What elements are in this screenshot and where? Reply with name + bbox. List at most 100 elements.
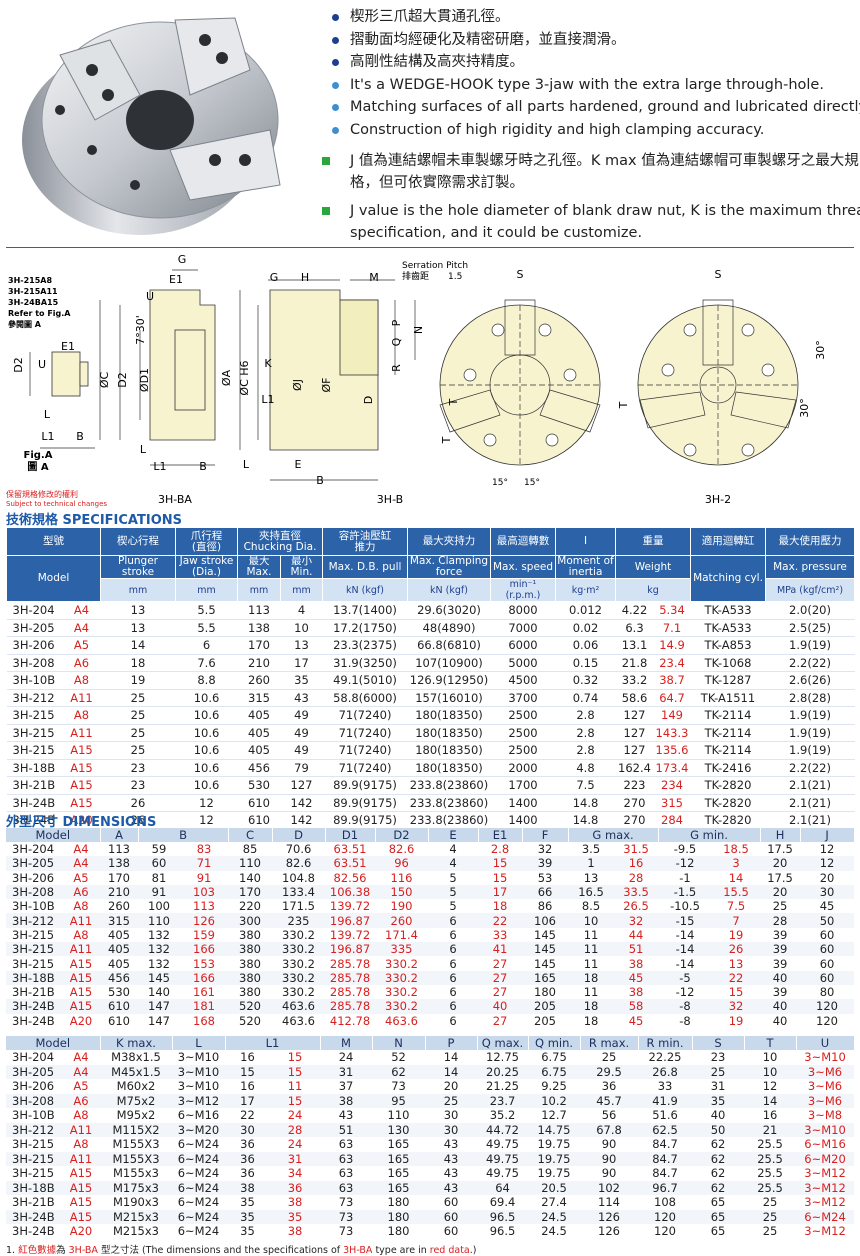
data-row: 3H-215 A15 405 132 153 380 330.2 285.78 330.2 6 27… — [6, 956, 854, 970]
cell: 3H-24B — [12, 1224, 55, 1239]
cell: -8 — [679, 1013, 691, 1028]
dimension-label: Refer to Fig.A — [8, 309, 71, 318]
cell: 84.7 — [652, 1166, 678, 1181]
cell: 19 — [728, 1013, 744, 1028]
cell: 4.22 — [615, 601, 654, 620]
header-cell: 最小 Min. — [280, 555, 323, 579]
cell: 43 — [338, 1108, 354, 1123]
header-cell: Max. D.B. pull — [322, 555, 408, 579]
cell: 126.9(12950) — [407, 671, 491, 690]
cell: 3~M10 — [177, 1079, 220, 1094]
cell: 2500 — [490, 706, 556, 725]
cell: A8 — [73, 927, 89, 942]
cell: 14 — [728, 870, 744, 885]
cell: 8.8 — [175, 671, 238, 690]
cell: 165 — [372, 1151, 426, 1166]
header-cell: L — [172, 1036, 226, 1050]
header-cell: min⁻¹ (r.p.m.) — [490, 578, 556, 602]
data-row: 3H-10B A8 19 8.8 260 35 49.1(5010) 126.9(12950)… — [6, 671, 855, 690]
cell: 39 — [522, 856, 569, 871]
cell: 10.6 — [175, 724, 238, 742]
cell: 285.78 — [325, 970, 376, 985]
cell: -8 — [658, 999, 713, 1014]
dimension-label: E1 — [169, 273, 183, 286]
cell: 3H-10B — [12, 1108, 55, 1123]
cell: 73 — [320, 1209, 373, 1224]
cell: 60 — [800, 970, 855, 985]
cell: M155X3 — [112, 1137, 160, 1152]
cell: 330.2 — [282, 956, 315, 971]
cell: 58.6 — [615, 689, 654, 707]
cell: M190x3 — [113, 1195, 159, 1210]
cell: 260 — [108, 899, 130, 914]
cell: 17.5 — [767, 870, 793, 885]
cell: TK-2114 — [690, 706, 766, 725]
cell: 6 — [449, 1013, 457, 1028]
header-cell: 最大 Max. — [237, 555, 281, 579]
cell: 35 — [240, 1195, 255, 1210]
cell: 40 — [710, 1108, 726, 1123]
cell: 3H-204 — [6, 601, 63, 620]
header-cell: Q max. — [477, 1036, 529, 1050]
cell: 135.6 — [653, 741, 691, 760]
cell: 26.8 — [638, 1064, 693, 1079]
cell: 405 — [100, 942, 138, 957]
technical-drawings: 3H-215A8 3H-215A11 3H-24BA15 Refer to Fig.A… — [6, 253, 827, 508]
cell: 39 — [772, 956, 788, 971]
cell: 6 — [428, 970, 479, 985]
cell: A4 — [73, 842, 89, 857]
cell: 17 — [478, 884, 523, 900]
cell: 38 — [287, 1224, 303, 1239]
cell: 205 — [522, 999, 569, 1014]
dimension-label: 15° — [524, 478, 540, 488]
cell: 113 — [108, 842, 130, 857]
cell: 330.2 — [272, 970, 326, 985]
cell: -5 — [658, 970, 713, 985]
cell: 8.5 — [581, 899, 601, 914]
cell: 25.5 — [744, 1151, 797, 1166]
cell: 180(18350) — [407, 724, 491, 742]
cell: A8 — [73, 1108, 89, 1123]
dimension-label: 30° — [798, 398, 811, 418]
cell: M38x1.5 — [111, 1050, 161, 1065]
cell: 3H-215 — [12, 1137, 55, 1152]
cell: 89.9(9175) — [322, 794, 408, 812]
cell: 233.8(23860) — [407, 794, 491, 812]
feature-list: 楔形三爪超大貫通孔徑。 摺動面均經硬化及精密研磨，並直接潤滑。 高剛性結構及高夾… — [328, 6, 860, 141]
cell: 27 — [492, 1013, 508, 1028]
cell: 405 — [237, 724, 281, 742]
cell: 173.4 — [653, 759, 691, 777]
cell: 3H-21B — [12, 1195, 55, 1210]
cell: 20 — [760, 856, 801, 871]
cell: 3700 — [490, 689, 556, 707]
cell: 10.2 — [528, 1093, 581, 1108]
cell: 6 — [428, 942, 479, 957]
header-cell: Q min. — [528, 1036, 581, 1050]
cell: 2000 — [490, 759, 556, 777]
cell: TK-2820 — [690, 811, 766, 830]
cell: 3~M10 — [804, 1050, 846, 1065]
cell: 32 — [712, 999, 761, 1014]
cell: 149 — [653, 706, 691, 725]
cell: 85 — [242, 842, 258, 857]
cell: 15 — [728, 985, 744, 1000]
data-row: 3H-212 A11 M115X2 3~M20 30 28 51 130 30 44.72 14.7… — [6, 1122, 855, 1137]
cell: 2.8 — [555, 724, 616, 742]
cell: 3~M6 — [796, 1064, 855, 1079]
cell: 71(7240) — [322, 724, 408, 742]
cell: 7.6 — [175, 654, 238, 672]
cell: 104.8 — [282, 870, 315, 885]
header-cell: I — [555, 527, 616, 556]
cell: -12 — [675, 985, 695, 1000]
cell: 120 — [816, 1013, 838, 1028]
cell: 43 — [280, 689, 323, 707]
cell: 65 — [692, 1209, 745, 1224]
cell: 106.38 — [325, 884, 376, 900]
header-cell: R min. — [638, 1036, 693, 1050]
cell: 26.5 — [623, 899, 649, 914]
header-cell: 容許油壓缸 推力 — [322, 527, 408, 556]
cell: 153 — [193, 956, 215, 971]
cell: 270 — [615, 794, 654, 812]
cell: 14 — [443, 1050, 459, 1065]
